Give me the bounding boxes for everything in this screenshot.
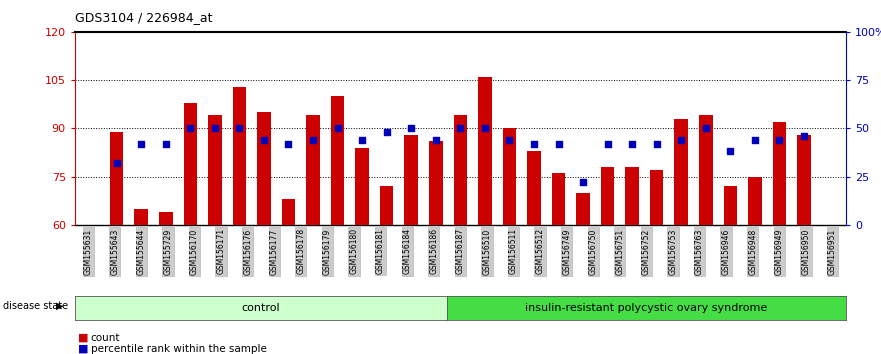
Bar xyxy=(601,167,614,225)
Bar xyxy=(650,170,663,225)
Bar xyxy=(552,173,566,225)
Text: GSM156753: GSM156753 xyxy=(669,228,677,275)
Text: percentile rank within the sample: percentile rank within the sample xyxy=(91,344,267,354)
Point xyxy=(773,137,787,143)
Bar xyxy=(282,199,295,225)
Text: GSM156512: GSM156512 xyxy=(536,228,544,274)
Text: GSM155729: GSM155729 xyxy=(163,228,173,275)
Text: count: count xyxy=(91,333,120,343)
Point xyxy=(404,125,418,131)
Point xyxy=(306,137,320,143)
Bar xyxy=(503,128,516,225)
Point xyxy=(649,141,663,147)
Point xyxy=(552,141,566,147)
Bar xyxy=(454,115,467,225)
Bar xyxy=(797,135,811,225)
Text: GSM155643: GSM155643 xyxy=(110,228,119,275)
Text: GSM155631: GSM155631 xyxy=(84,228,93,275)
Text: ▶: ▶ xyxy=(56,301,63,311)
Text: GSM156181: GSM156181 xyxy=(376,228,385,274)
Text: GSM156950: GSM156950 xyxy=(802,228,811,275)
Point xyxy=(626,141,640,147)
Bar xyxy=(331,96,344,225)
Point xyxy=(674,137,688,143)
Text: GSM156171: GSM156171 xyxy=(217,228,226,274)
Text: insulin-resistant polycystic ovary syndrome: insulin-resistant polycystic ovary syndr… xyxy=(525,303,767,313)
Text: GSM156749: GSM156749 xyxy=(562,228,571,275)
Point xyxy=(748,137,762,143)
Bar xyxy=(355,148,369,225)
Bar xyxy=(748,177,762,225)
Text: GSM156176: GSM156176 xyxy=(243,228,252,275)
Bar xyxy=(723,186,737,225)
Bar xyxy=(307,115,320,225)
Text: GSM156949: GSM156949 xyxy=(774,228,784,275)
Text: disease state: disease state xyxy=(3,301,68,311)
Point xyxy=(797,133,811,139)
Text: GDS3104 / 226984_at: GDS3104 / 226984_at xyxy=(75,11,212,24)
Text: ■: ■ xyxy=(78,344,88,354)
Bar xyxy=(110,132,123,225)
Text: GSM156752: GSM156752 xyxy=(642,228,651,275)
Text: GSM156951: GSM156951 xyxy=(828,228,837,275)
Text: GSM156170: GSM156170 xyxy=(190,228,199,275)
Bar xyxy=(257,112,270,225)
Text: GSM156178: GSM156178 xyxy=(296,228,306,274)
Point xyxy=(699,125,713,131)
Bar xyxy=(404,135,418,225)
Point xyxy=(159,141,173,147)
Point xyxy=(233,125,247,131)
Point xyxy=(429,137,443,143)
Text: GSM156750: GSM156750 xyxy=(589,228,597,275)
Bar xyxy=(429,141,442,225)
Bar xyxy=(699,115,713,225)
Text: GSM156179: GSM156179 xyxy=(323,228,332,275)
Point xyxy=(478,125,492,131)
Point xyxy=(380,129,394,135)
Text: GSM155644: GSM155644 xyxy=(137,228,146,275)
Point xyxy=(453,125,467,131)
Bar xyxy=(478,77,492,225)
Bar xyxy=(380,186,394,225)
Point xyxy=(601,141,615,147)
Point xyxy=(208,125,222,131)
Point xyxy=(134,141,148,147)
Point xyxy=(527,141,541,147)
Point xyxy=(576,179,590,185)
Text: GSM156751: GSM156751 xyxy=(615,228,625,275)
Text: ■: ■ xyxy=(78,333,88,343)
Bar xyxy=(626,167,639,225)
Text: GSM156180: GSM156180 xyxy=(350,228,359,274)
Text: control: control xyxy=(241,303,280,313)
Bar xyxy=(773,122,786,225)
Text: GSM156184: GSM156184 xyxy=(403,228,411,274)
Bar xyxy=(527,151,541,225)
Bar xyxy=(159,212,173,225)
Point xyxy=(257,137,271,143)
Point xyxy=(281,141,295,147)
Point xyxy=(330,125,344,131)
Text: GSM156510: GSM156510 xyxy=(483,228,492,275)
Bar xyxy=(135,209,148,225)
Bar xyxy=(183,103,197,225)
Bar xyxy=(675,119,688,225)
Point xyxy=(183,125,197,131)
Point xyxy=(723,149,737,154)
Point xyxy=(109,160,123,166)
Bar xyxy=(233,86,246,225)
Bar xyxy=(576,193,589,225)
Text: GSM156946: GSM156946 xyxy=(722,228,730,275)
Text: GSM156177: GSM156177 xyxy=(270,228,278,275)
Text: GSM156948: GSM156948 xyxy=(748,228,758,275)
Text: GSM156511: GSM156511 xyxy=(509,228,518,274)
Text: GSM156186: GSM156186 xyxy=(429,228,438,274)
Bar xyxy=(208,115,222,225)
Text: GSM156763: GSM156763 xyxy=(695,228,704,275)
Point xyxy=(502,137,516,143)
Text: GSM156187: GSM156187 xyxy=(455,228,465,274)
Point xyxy=(355,137,369,143)
